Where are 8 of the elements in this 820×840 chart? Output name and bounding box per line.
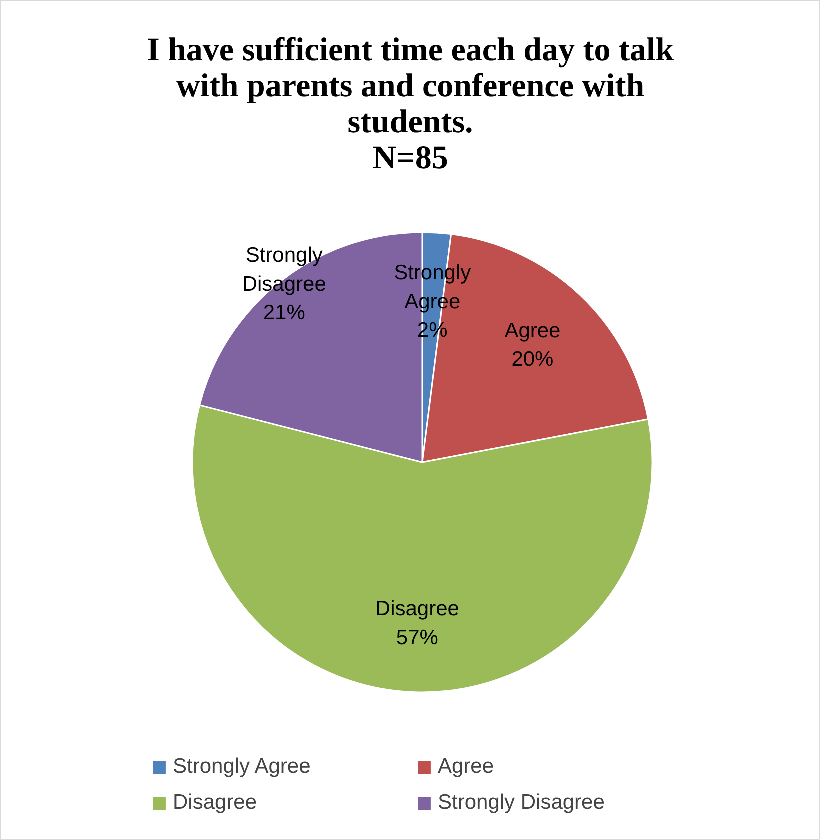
legend-label: Strongly Disagree [438, 791, 606, 815]
chart-subtitle: N=85 [372, 140, 448, 176]
legend-label: Disagree [173, 791, 258, 815]
legend-label: Agree [438, 755, 496, 779]
chart-title: I have sufficient time each day to talk with parents and conference with students. [146, 32, 675, 140]
legend-label: Strongly Agree [173, 755, 312, 779]
data-label: Agree 20% [504, 319, 561, 372]
data-label: Disagree 57% [375, 598, 460, 650]
